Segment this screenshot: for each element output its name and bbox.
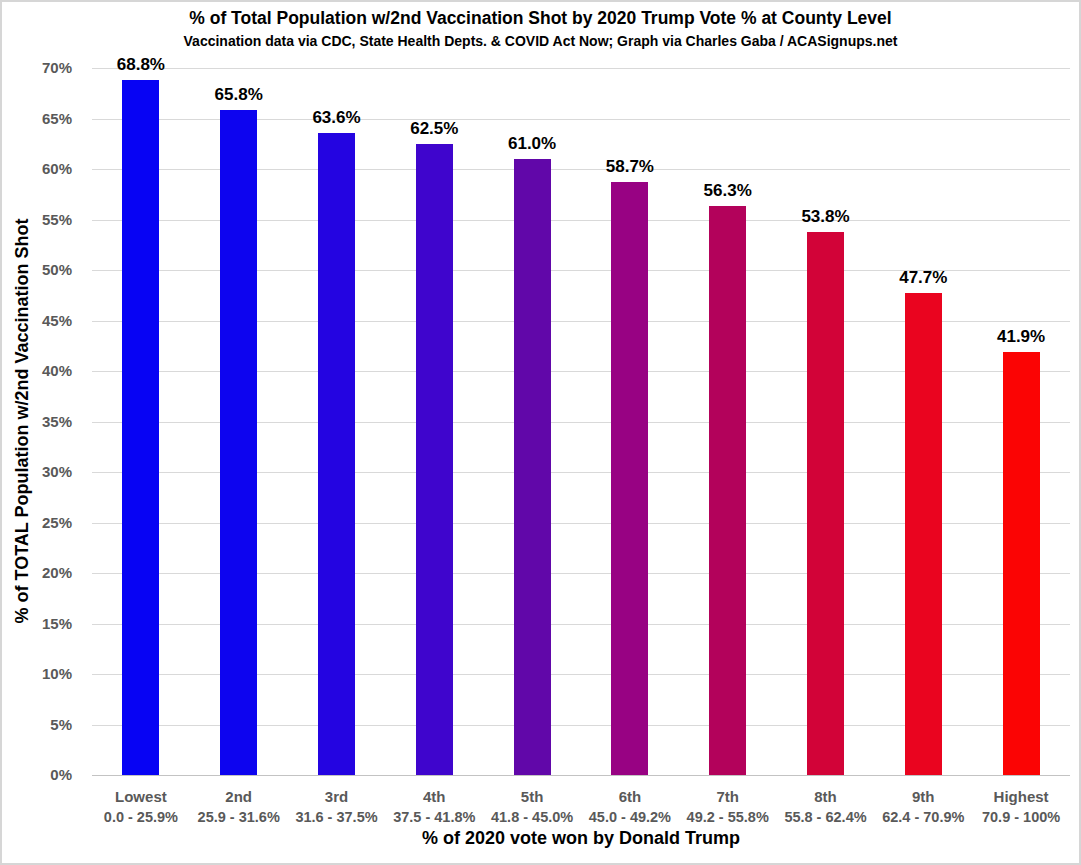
x-tick-label-5th: 5th 41.8 - 45.0% (483, 788, 581, 825)
y-tick-label-10: 10% (0, 664, 72, 684)
bar-value-label: 58.7% (582, 157, 678, 177)
bar-2nd (220, 110, 257, 775)
x-tick-label-highest: Highest 70.9 - 100% (972, 788, 1070, 825)
x-tick-range: 62.4 - 70.9% (874, 809, 972, 825)
x-tick-range: 31.6 - 37.5% (288, 809, 386, 825)
x-tick-category: 4th (385, 788, 483, 805)
x-tick-label-lowest: Lowest 0.0 - 25.9% (92, 788, 190, 825)
bar-6th (611, 182, 648, 775)
x-tick-range: 70.9 - 100% (972, 809, 1070, 825)
bar-value-label: 53.8% (778, 207, 874, 227)
x-tick-range: 25.9 - 31.6% (190, 809, 288, 825)
x-tick-range: 55.8 - 62.4% (777, 809, 875, 825)
x-tick-label-3rd: 3rd 31.6 - 37.5% (288, 788, 386, 825)
bar-5th (514, 159, 551, 775)
x-tick-range: 41.8 - 45.0% (483, 809, 581, 825)
x-tick-range: 0.0 - 25.9% (92, 809, 190, 825)
bar-highest (1003, 352, 1040, 775)
bar-9th (905, 293, 942, 775)
x-tick-range: 49.2 - 55.8% (679, 809, 777, 825)
x-tick-category: Highest (972, 788, 1070, 805)
y-tick-label-70: 70% (0, 58, 72, 78)
bar-3rd (318, 133, 355, 775)
x-tick-label-7th: 7th 49.2 - 55.8% (679, 788, 777, 825)
y-tick-label-65: 65% (0, 109, 72, 129)
x-tick-category: Lowest (92, 788, 190, 805)
x-tick-category: 2nd (190, 788, 288, 805)
x-tick-label-4th: 4th 37.5 - 41.8% (385, 788, 483, 825)
bar-value-label: 65.8% (191, 85, 287, 105)
x-tick-label-6th: 6th 45.0 - 49.2% (581, 788, 679, 825)
y-tick-label-0: 0% (0, 765, 72, 785)
x-tick-label-8th: 8th 55.8 - 62.4% (777, 788, 875, 825)
x-tick-category: 9th (874, 788, 972, 805)
bar-value-label: 47.7% (875, 268, 971, 288)
bar-value-label: 41.9% (973, 327, 1069, 347)
x-tick-label-9th: 9th 62.4 - 70.9% (874, 788, 972, 825)
x-tick-category: 8th (777, 788, 875, 805)
x-tick-category: 7th (679, 788, 777, 805)
bar-value-label: 68.8% (93, 55, 189, 75)
y-tick-label-60: 60% (0, 159, 72, 179)
y-axis-title: % of TOTAL Population w/2nd Vaccination … (12, 218, 33, 623)
x-tick-range: 45.0 - 49.2% (581, 809, 679, 825)
bar-lowest (122, 80, 159, 775)
plot-area: 0%5%10%15%20%25%30%35%40%45%50%55%60%65%… (0, 0, 1081, 865)
bar-4th (416, 144, 453, 775)
bar-value-label: 62.5% (386, 119, 482, 139)
bar-value-label: 61.0% (484, 134, 580, 154)
x-tick-range: 37.5 - 41.8% (385, 809, 483, 825)
bar-8th (807, 232, 844, 775)
bar-value-label: 63.6% (289, 108, 385, 128)
bar-7th (709, 206, 746, 775)
x-tick-label-2nd: 2nd 25.9 - 31.6% (190, 788, 288, 825)
bar-value-label: 56.3% (680, 181, 776, 201)
y-tick-label-5: 5% (0, 715, 72, 735)
gridline-0 (92, 775, 1070, 776)
x-tick-category: 6th (581, 788, 679, 805)
chart-figure: { "title": "% of Total Population w/2nd … (0, 0, 1081, 865)
x-tick-category: 5th (483, 788, 581, 805)
x-tick-category: 3rd (288, 788, 386, 805)
x-axis-title: % of 2020 vote won by Donald Trump (92, 828, 1070, 849)
gridline-70 (92, 68, 1070, 69)
